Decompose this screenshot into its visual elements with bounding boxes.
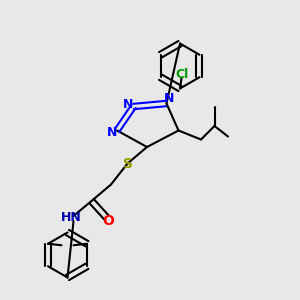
Text: N: N — [123, 98, 133, 112]
Text: Cl: Cl — [175, 68, 188, 82]
Text: N: N — [107, 126, 118, 140]
Text: HN: HN — [61, 211, 82, 224]
Text: O: O — [102, 214, 114, 227]
Text: S: S — [122, 157, 133, 170]
Text: N: N — [164, 92, 175, 106]
